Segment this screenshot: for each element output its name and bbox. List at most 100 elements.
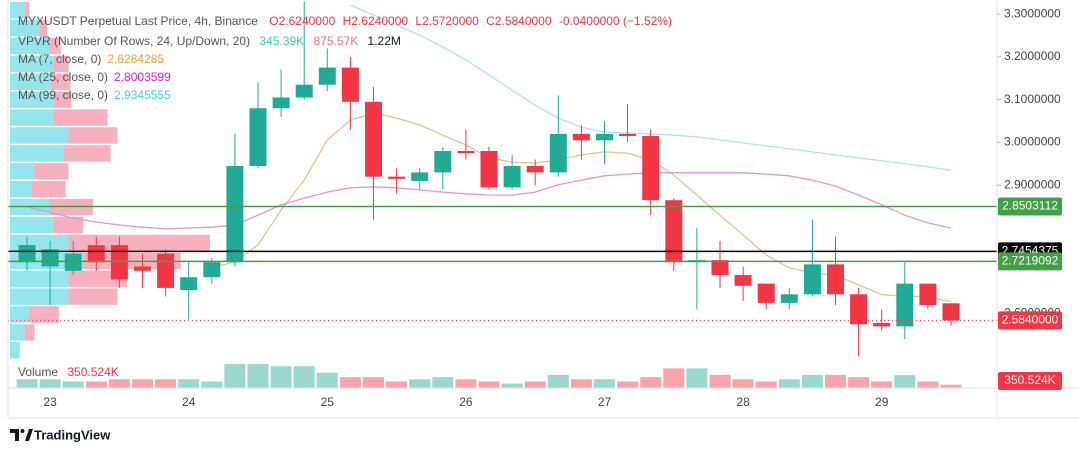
indicator-name: MA (99, close, 0) [18, 88, 108, 102]
candle-body [896, 283, 914, 327]
candle-body [180, 277, 198, 291]
vpvr-up [10, 270, 69, 287]
vpvr-up: 345.39K [259, 34, 304, 48]
volume-bar [16, 379, 38, 388]
vpvr-down [50, 73, 71, 90]
indicator-legend: MA (7, close, 0) 2.6284285 [18, 52, 164, 66]
volume-bar [686, 368, 708, 388]
candle-body [480, 151, 498, 188]
vpvr-up [10, 342, 20, 359]
vpvr-down: 875.57K [313, 34, 358, 48]
ohlc-close: C2.5840000 [486, 14, 552, 28]
candle-body [87, 245, 105, 263]
vpvr-up [10, 37, 50, 55]
volume-bar [663, 368, 685, 388]
volume-bar [594, 379, 615, 388]
y-tick-label: 3.2000000 [1004, 49, 1061, 63]
x-tick-label: 24 [182, 395, 196, 409]
vpvr-down [53, 55, 69, 73]
vpvr-up [10, 216, 54, 234]
candle-body [757, 283, 775, 303]
volume-bar [132, 379, 153, 388]
candle-body [434, 151, 452, 173]
volume-bar [201, 381, 223, 388]
volume-bar [155, 379, 177, 388]
vpvr-down [24, 2, 30, 19]
brand-logo [10, 429, 33, 441]
x-tick-label: 28 [736, 395, 750, 409]
vpvr-total: 1.22M [368, 34, 401, 48]
vpvr-down [68, 127, 118, 144]
candle-body [295, 84, 313, 98]
price-lines [8, 205, 997, 321]
vpvr-down [53, 216, 84, 234]
vpvr-up [10, 2, 25, 19]
volume-bar [455, 379, 477, 388]
candle-body [134, 266, 151, 271]
candle-body [780, 294, 798, 303]
vpvr-up [10, 145, 64, 162]
price-badge-label: 2.8503112 [1002, 199, 1058, 213]
volume-bar [108, 379, 130, 388]
volume-bar [871, 381, 893, 388]
vpvr-down [29, 306, 59, 323]
volume-badge-label: 350.524K [1004, 373, 1055, 387]
candle-body [711, 260, 729, 276]
ohlc-low: L2.5720000 [415, 14, 479, 28]
candle-body [572, 133, 590, 141]
axes: 23 24 25 26 27 28 29 3.3000000 3.2000000 3.100000… [43, 6, 1061, 409]
vpvr-down [68, 288, 118, 305]
volume-bar [640, 377, 662, 388]
vpvr-down [39, 19, 48, 37]
candle-body [388, 176, 406, 179]
candle-body [665, 200, 683, 263]
vpvr-down [53, 91, 72, 108]
candle-body [18, 245, 36, 263]
vpvr-down [31, 181, 66, 198]
indicator-value: 2.8003599 [114, 70, 171, 84]
legend-row: VPVR (Number Of Rows, 24, Up/Down, 20) 3… [18, 34, 401, 48]
ma-line [26, 172, 952, 230]
ohlc-high: H2.6240000 [343, 14, 409, 28]
candle-body [249, 108, 267, 166]
candle-body [318, 67, 336, 85]
vpvr-down [49, 37, 61, 55]
vpvr-down [24, 324, 35, 341]
y-tick-label: 3.3000000 [1004, 6, 1061, 20]
brand-name: TradingView [34, 427, 111, 442]
price-badge [998, 197, 1062, 216]
volume-value: 350.524K [67, 365, 118, 379]
volume-bar [709, 374, 731, 388]
indicator-name: MA (7, close, 0) [18, 52, 101, 66]
y-tick-label: 3.0000000 [1004, 135, 1061, 149]
ohlc-open: O2.6240000 [269, 14, 335, 28]
candle-body [919, 283, 937, 306]
volume-bar [801, 374, 823, 388]
indicator-value: 2.9345555 [114, 88, 171, 102]
volume-bar [62, 381, 84, 388]
candle-body [341, 67, 359, 102]
x-tick-label: 23 [43, 395, 57, 409]
volume-bar [917, 381, 939, 388]
ohlc-change: -0.0400000 (−1.52%) [559, 14, 672, 28]
candle-body [526, 165, 544, 173]
volume-bar [39, 379, 61, 388]
candle-body [203, 262, 221, 278]
volume-bar [732, 379, 754, 388]
vpvr-up [10, 127, 69, 144]
candle-body [619, 133, 637, 137]
volume-bar [224, 364, 246, 388]
volume-bar [270, 366, 292, 388]
volume-bar [778, 379, 800, 388]
price-badge-label: 2.5840000 [1002, 313, 1059, 327]
price-badge-label: 2.7219092 [1002, 254, 1059, 268]
candle-body [110, 245, 128, 280]
candle-body [942, 303, 960, 321]
candle-body [803, 264, 821, 295]
candles [18, 1, 960, 357]
volume-bar [524, 381, 546, 388]
volume-bar [363, 377, 384, 388]
vpvr-up [10, 163, 35, 180]
candle-body [64, 253, 82, 271]
